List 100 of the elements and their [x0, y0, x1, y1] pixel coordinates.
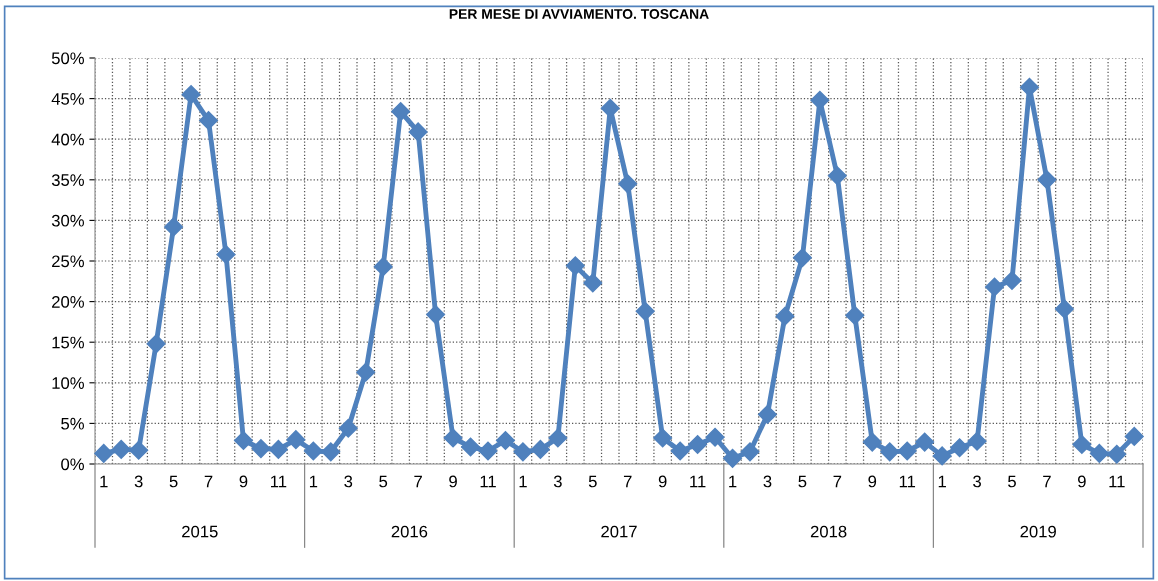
x-tick-label: 11 — [480, 475, 496, 488]
point — [530, 439, 550, 459]
point — [198, 110, 219, 131]
x-tick-label: 11 — [271, 475, 287, 488]
point — [268, 439, 288, 459]
point — [932, 446, 952, 466]
point — [775, 306, 795, 326]
point — [495, 430, 516, 450]
x-tick-label: 7 — [623, 475, 632, 488]
x-tick-label: 11 — [899, 475, 916, 488]
x-tick-label: 3 — [553, 475, 562, 488]
x-tick-label: 7 — [833, 475, 842, 488]
x-tick-label: 1 — [729, 475, 737, 488]
point — [408, 122, 428, 142]
point — [321, 442, 341, 462]
point — [950, 438, 970, 458]
point — [391, 102, 411, 122]
y-tick-label: 10% — [52, 377, 84, 389]
y-tick-label: 25% — [52, 255, 84, 268]
point — [740, 442, 760, 462]
x-tick-label: 5 — [588, 475, 597, 488]
point — [1037, 170, 1057, 190]
point — [897, 441, 917, 461]
point — [251, 439, 271, 459]
point — [757, 404, 778, 425]
y-tick-label: 20% — [52, 296, 84, 308]
point — [1107, 444, 1127, 464]
x-tick-label: 7 — [204, 475, 213, 488]
point — [880, 442, 900, 462]
chart-title: PER MESE DI AVVIAMENTO. TOSCANA — [449, 9, 709, 19]
point — [967, 431, 987, 451]
point — [792, 248, 812, 268]
x-tick-label: 1 — [100, 475, 108, 488]
point — [303, 441, 323, 461]
point — [373, 257, 393, 277]
point — [181, 85, 201, 105]
x-tick-label: 3 — [344, 475, 353, 488]
point — [1002, 270, 1022, 291]
y-tick-label: 50% — [51, 52, 84, 65]
point — [129, 440, 149, 460]
y-tick-label: 15% — [52, 336, 84, 349]
point — [984, 277, 1005, 297]
point — [146, 334, 166, 354]
point — [1072, 434, 1092, 455]
point — [286, 430, 306, 450]
point — [722, 448, 743, 468]
point — [705, 427, 725, 447]
point — [1054, 299, 1074, 319]
point — [443, 428, 463, 448]
point — [845, 305, 865, 325]
y-tick-label: 5% — [61, 417, 84, 430]
x-tick-label: 9 — [658, 475, 667, 488]
text: 2016 — [391, 525, 428, 538]
x-tick-label: 3 — [763, 475, 772, 488]
point — [827, 166, 847, 186]
x-tick-label: 1 — [519, 475, 527, 488]
x-tick-label: 5 — [379, 475, 388, 488]
point — [548, 428, 568, 448]
x-tick-label: 5 — [1008, 475, 1016, 488]
x-tick-label: 7 — [1043, 475, 1051, 488]
x-tick-label: 9 — [1078, 475, 1086, 488]
point — [653, 428, 673, 448]
text: 2019 — [1020, 525, 1056, 538]
y-tick-label: 35% — [51, 174, 84, 186]
point — [600, 98, 620, 118]
x-tick-label: 11 — [690, 475, 706, 488]
x-tick-label: 9 — [239, 475, 248, 488]
y-tick-label: 0% — [61, 458, 84, 471]
point — [670, 441, 690, 461]
point — [426, 305, 446, 325]
text: 2018 — [810, 525, 847, 538]
point — [1019, 77, 1040, 97]
point — [338, 418, 358, 438]
x-tick-label: 3 — [973, 475, 981, 488]
x-tick-label: 5 — [169, 475, 178, 488]
point — [618, 174, 638, 194]
point — [915, 432, 935, 452]
point — [862, 432, 882, 452]
x-tick-label: 1 — [309, 475, 318, 488]
y-tick-label: 45% — [51, 93, 84, 105]
x-tick-label: 11 — [1109, 475, 1125, 488]
point — [565, 256, 585, 276]
x-tick-label: 3 — [134, 475, 143, 488]
point — [688, 434, 708, 455]
point — [1089, 443, 1109, 463]
point — [478, 441, 498, 461]
text: 2015 — [182, 525, 218, 538]
point — [111, 439, 131, 459]
x-tick-label: 1 — [938, 475, 946, 488]
y-tick-label: 40% — [51, 133, 84, 146]
point — [635, 301, 655, 321]
point — [583, 273, 603, 293]
x-tick-label: 9 — [868, 475, 877, 488]
x-tick-label: 9 — [449, 475, 457, 488]
x-tick-label: 5 — [798, 475, 807, 488]
point — [216, 244, 236, 265]
x-tick-label: 7 — [414, 475, 422, 488]
point — [810, 90, 830, 110]
point — [356, 362, 376, 382]
point — [164, 217, 184, 237]
